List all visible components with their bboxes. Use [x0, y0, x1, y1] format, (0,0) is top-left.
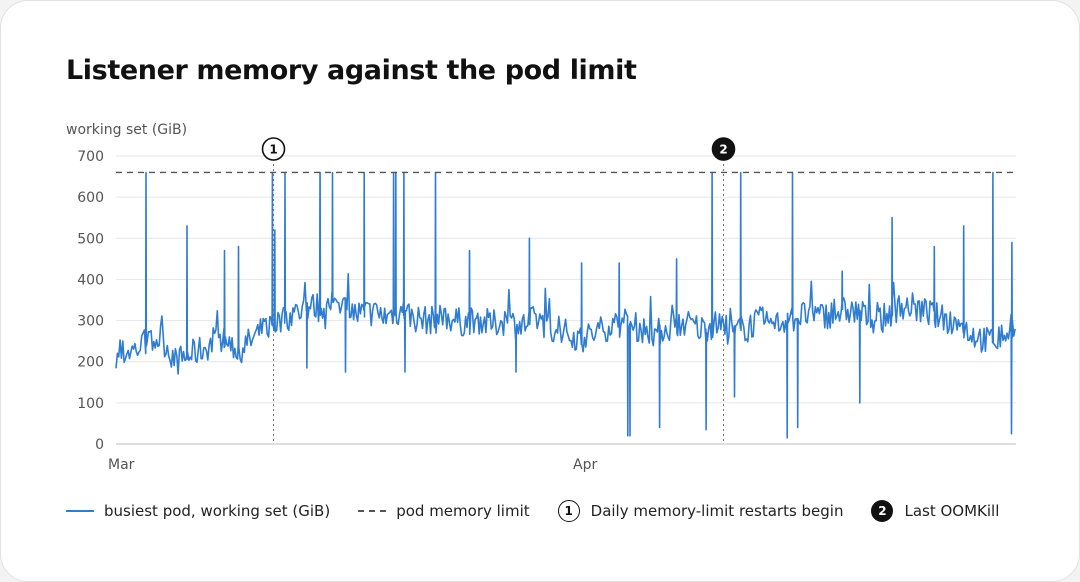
legend-series-label: busiest pod, working set (GiB) — [104, 502, 331, 520]
y-axis-ticks: 0 100 200 300 400 500 600 700 — [77, 149, 104, 453]
y-tick-label: 600 — [77, 190, 104, 206]
x-tick-label: Mar — [108, 457, 135, 473]
annotation-2-number: 2 — [719, 143, 727, 157]
annotation-2-marker — [711, 137, 736, 161]
legend-annotation-1-label: Daily memory-limit restarts begin — [590, 502, 844, 520]
legend-item-limit: pod memory limit — [358, 502, 530, 520]
annotation-1-marker-icon: 1 — [557, 500, 580, 522]
annotation-2-marker-icon: 2 — [871, 500, 894, 522]
y-axis-label: working set (GiB) — [66, 122, 187, 138]
y-tick-label: 500 — [77, 231, 104, 247]
x-tick-label: Apr — [573, 457, 597, 473]
legend-limit-label: pod memory limit — [396, 502, 530, 520]
y-tick-label: 300 — [77, 314, 104, 330]
y-tick-label: 700 — [77, 149, 104, 165]
legend-limit-swatch — [358, 510, 387, 512]
y-tick-label: 400 — [77, 272, 104, 288]
y-tick-label: 0 — [95, 437, 104, 453]
legend-item-annotation-2: 2 Last OOMKill — [871, 500, 999, 522]
legend-item-series: busiest pod, working set (GiB) — [66, 502, 330, 520]
legend-series-swatch — [66, 510, 94, 512]
annotation-1-marker — [261, 137, 286, 161]
annotation-lines — [273, 159, 724, 444]
chart-title: Listener memory against the pod limit — [66, 55, 637, 86]
x-axis-ticks: Mar Apr — [108, 457, 597, 473]
series-line-busiest-pod — [115, 171, 1016, 439]
y-tick-label: 200 — [77, 355, 104, 371]
legend-annotation-2-label: Last OOMKill — [904, 502, 1000, 520]
line-chart: 0 100 200 300 400 500 600 700 working set (GiB)… — [66, 122, 1016, 473]
legend-item-annotation-1: 1 Daily memory-limit restarts begin — [557, 500, 844, 522]
annotation-1-number: 1 — [269, 143, 277, 157]
y-tick-label: 100 — [77, 396, 104, 412]
gridlines — [116, 155, 1016, 404]
legend: busiest pod, working set (GiB) pod memor… — [66, 495, 1066, 527]
